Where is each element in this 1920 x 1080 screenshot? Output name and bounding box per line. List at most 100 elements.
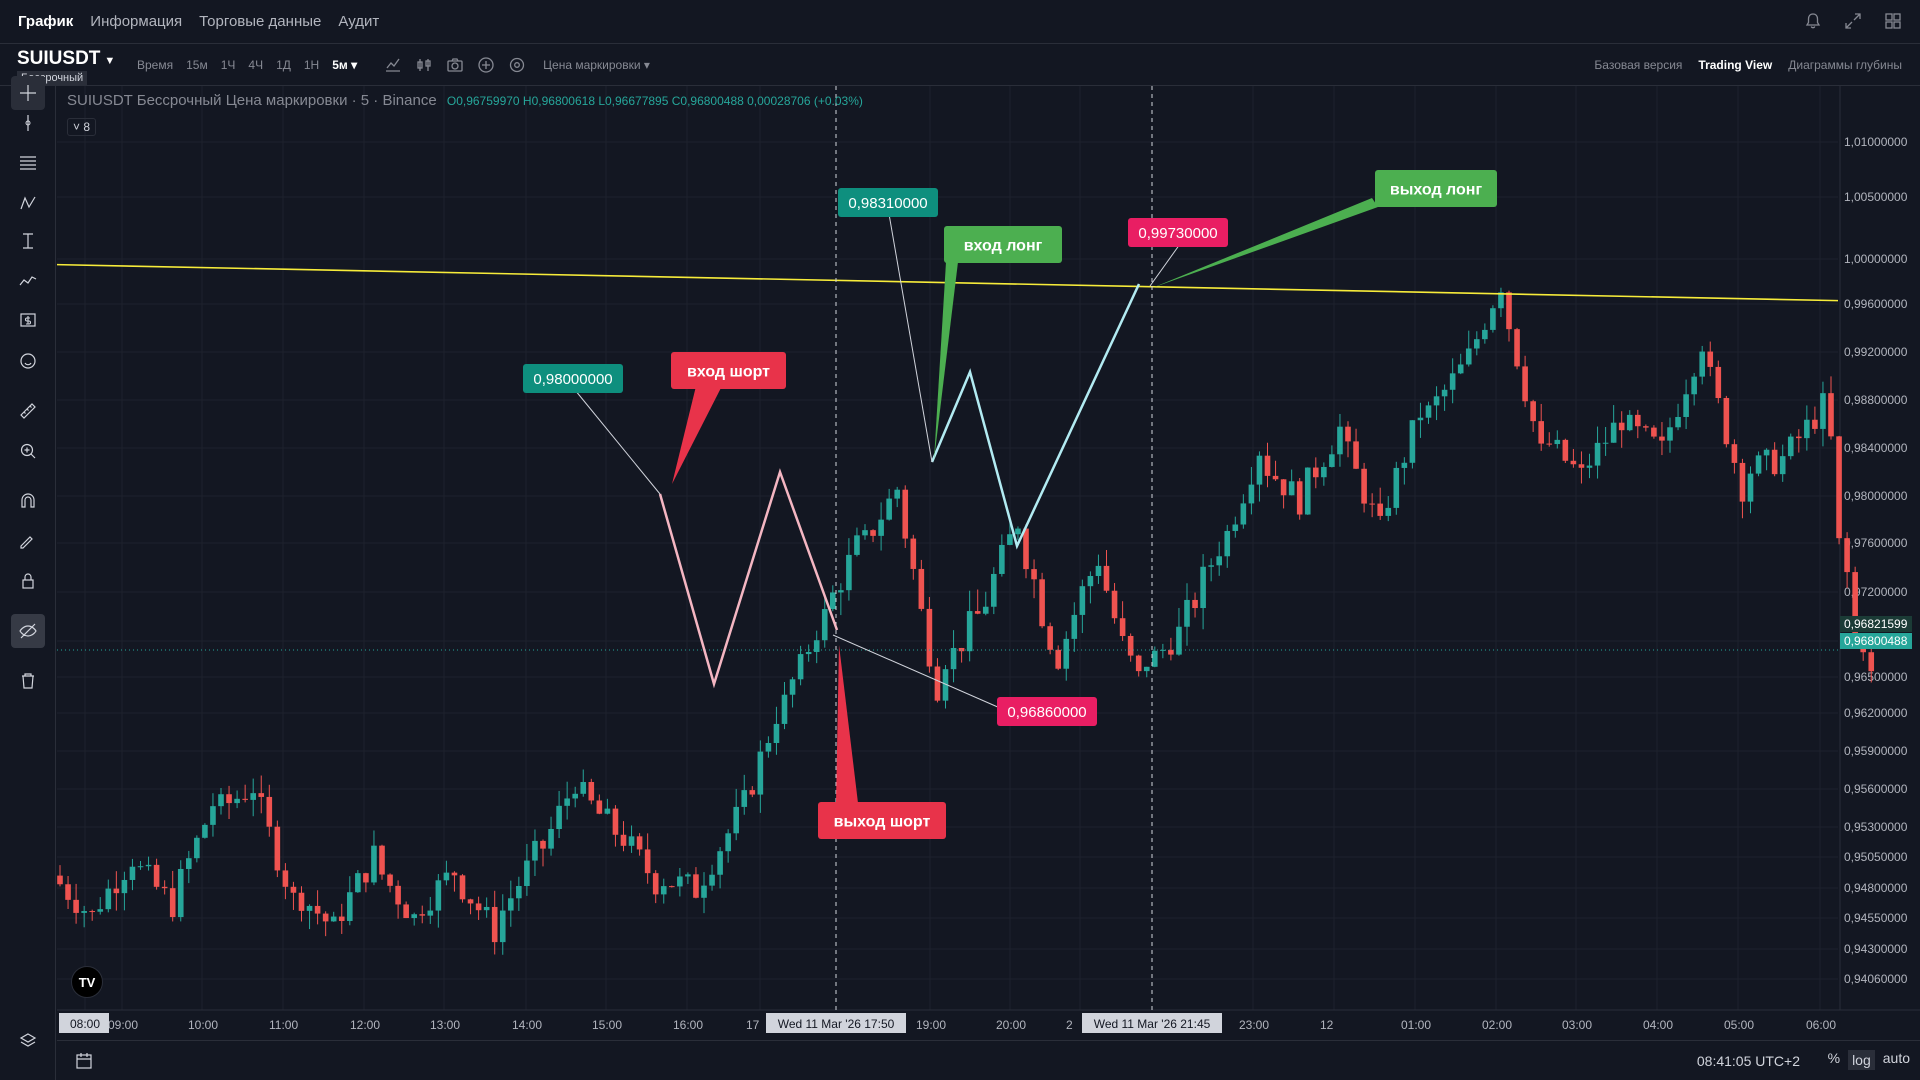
candle-body xyxy=(1176,626,1182,655)
label-entry-short-bg[interactable] xyxy=(671,352,786,389)
view-tradingview[interactable]: Trading View xyxy=(1698,58,1773,72)
settings-icon[interactable] xyxy=(508,56,526,74)
bell-icon[interactable] xyxy=(1804,12,1822,30)
candle-body xyxy=(1804,419,1810,439)
interval-4h[interactable]: 4Ч xyxy=(248,58,264,72)
delete-tool[interactable] xyxy=(11,664,45,698)
price-label-entry-short-bg[interactable] xyxy=(523,364,623,393)
utc-clock[interactable]: 08:41:05 UTC+2 xyxy=(1696,1053,1800,1069)
magnet-tool[interactable] xyxy=(11,484,45,518)
label-entry-long-bg[interactable] xyxy=(944,226,1062,263)
hide-drawings-tool[interactable] xyxy=(11,614,45,648)
price-tick-label: 0,96500000 xyxy=(1844,670,1908,684)
interval-1w[interactable]: 1Н xyxy=(303,58,320,72)
tab-info[interactable]: Информация xyxy=(90,13,183,30)
chevron-down-icon[interactable]: ▼ xyxy=(104,55,116,67)
candle-type-icon[interactable] xyxy=(415,56,433,74)
candle-body xyxy=(1304,467,1311,515)
candle-body xyxy=(403,904,409,919)
crosshair-time-label-bg xyxy=(766,1013,906,1033)
measure-icon xyxy=(23,233,33,249)
candle-body xyxy=(1626,414,1633,431)
indicators-toggle[interactable]: ˅ 8 xyxy=(67,118,97,136)
layout-icon[interactable] xyxy=(1884,12,1902,30)
interval-15m[interactable]: 15м xyxy=(186,58,208,72)
candle-body xyxy=(411,914,417,919)
candle-body xyxy=(1683,394,1689,417)
candle-body xyxy=(73,899,79,913)
callout-leader xyxy=(1149,243,1181,287)
label-entry-short: вход шорт xyxy=(687,363,770,380)
candle-body xyxy=(1248,484,1255,504)
camera-icon[interactable] xyxy=(446,56,464,74)
percent-scale-button[interactable]: % xyxy=(1827,1050,1841,1066)
candle-body xyxy=(250,793,256,800)
tradingview-logo[interactable]: TV xyxy=(71,966,103,998)
price-chart[interactable]: 1,01000000 1,00500000 1,00000000 0,99600000… xyxy=(57,86,1920,1080)
expand-icon[interactable] xyxy=(1844,12,1862,30)
fib-tool[interactable] xyxy=(11,146,45,180)
projection-tool[interactable] xyxy=(11,224,45,258)
price-label-exit-short-bg[interactable] xyxy=(997,697,1097,726)
time-tick-label: 12:00 xyxy=(350,1018,380,1032)
label-exit-long-bg[interactable] xyxy=(1375,170,1497,207)
tab-chart[interactable]: График xyxy=(18,13,74,30)
view-depth[interactable]: Диаграммы глубины xyxy=(1788,58,1902,72)
interval-active-label: 5м xyxy=(332,58,348,72)
tab-audit[interactable]: Аудит xyxy=(338,13,380,30)
long-projection-path[interactable] xyxy=(930,283,1141,550)
candle-body xyxy=(1023,528,1029,570)
auto-scale-button[interactable]: auto xyxy=(1882,1050,1910,1066)
time-tick-label: 11:00 xyxy=(269,1018,298,1032)
lock-tool[interactable] xyxy=(11,564,45,598)
trash-icon xyxy=(22,673,34,689)
label-entry-long: вход лонг xyxy=(964,237,1043,254)
candle-body xyxy=(991,573,997,607)
crosshair-tool[interactable] xyxy=(11,76,45,110)
time-tick-label: 19:00 xyxy=(916,1018,946,1032)
tab-trading-data[interactable]: Торговые данные xyxy=(199,13,322,30)
layers-tool[interactable] xyxy=(11,1024,45,1058)
candle-body xyxy=(572,793,578,799)
ruler-tool[interactable] xyxy=(11,394,45,428)
time-label[interactable]: Время xyxy=(137,58,174,72)
brush-tool[interactable] xyxy=(11,264,45,298)
candle-body xyxy=(548,828,554,849)
price-label-exit-long-bg[interactable] xyxy=(1128,218,1228,247)
candle-body xyxy=(258,793,265,797)
draw-mode-tool[interactable] xyxy=(11,524,45,558)
label-exit-short-bg[interactable] xyxy=(818,802,946,839)
legend-ohlc: O0,96759970 H0,96800618 L0,96677895 C0,9… xyxy=(446,94,863,108)
view-basic[interactable]: Базовая версия xyxy=(1594,58,1683,72)
interval-active[interactable]: 5м ▾ xyxy=(332,58,358,72)
indicators-icon[interactable] xyxy=(384,56,402,74)
goto-date-icon[interactable] xyxy=(75,1052,93,1070)
short-projection-path[interactable] xyxy=(658,468,839,689)
add-icon[interactable] xyxy=(477,56,495,74)
candle-body xyxy=(1160,649,1166,651)
candle-body xyxy=(1441,389,1448,397)
callout-arrow xyxy=(934,262,958,460)
dollar-icon xyxy=(20,313,36,327)
candle-body xyxy=(1329,454,1335,467)
time-tick-label: 05:00 xyxy=(1724,1018,1754,1032)
candle-body xyxy=(620,834,627,846)
pattern-tool[interactable] xyxy=(11,186,45,220)
zoom-tool[interactable] xyxy=(11,434,45,468)
interval-1d[interactable]: 1Д xyxy=(276,58,291,72)
candle-body xyxy=(1103,565,1110,591)
candle-body xyxy=(1787,436,1794,457)
candle-body xyxy=(435,880,442,911)
candle-body xyxy=(1184,599,1190,627)
interval-1h[interactable]: 1Ч xyxy=(220,58,236,72)
log-scale-button[interactable]: log xyxy=(1848,1050,1875,1070)
candle-body xyxy=(1667,427,1673,441)
candle-body xyxy=(1723,398,1730,445)
candle-body xyxy=(1345,426,1351,442)
line-tool[interactable] xyxy=(11,106,45,140)
symbol-name[interactable]: SUIUSDT xyxy=(17,48,101,69)
price-label-entry-long-bg[interactable] xyxy=(838,188,938,217)
price-type-selector[interactable]: Цена маркировки ▾ xyxy=(543,58,650,72)
emoji-tool[interactable] xyxy=(11,344,45,378)
price-range-tool[interactable] xyxy=(11,304,45,338)
